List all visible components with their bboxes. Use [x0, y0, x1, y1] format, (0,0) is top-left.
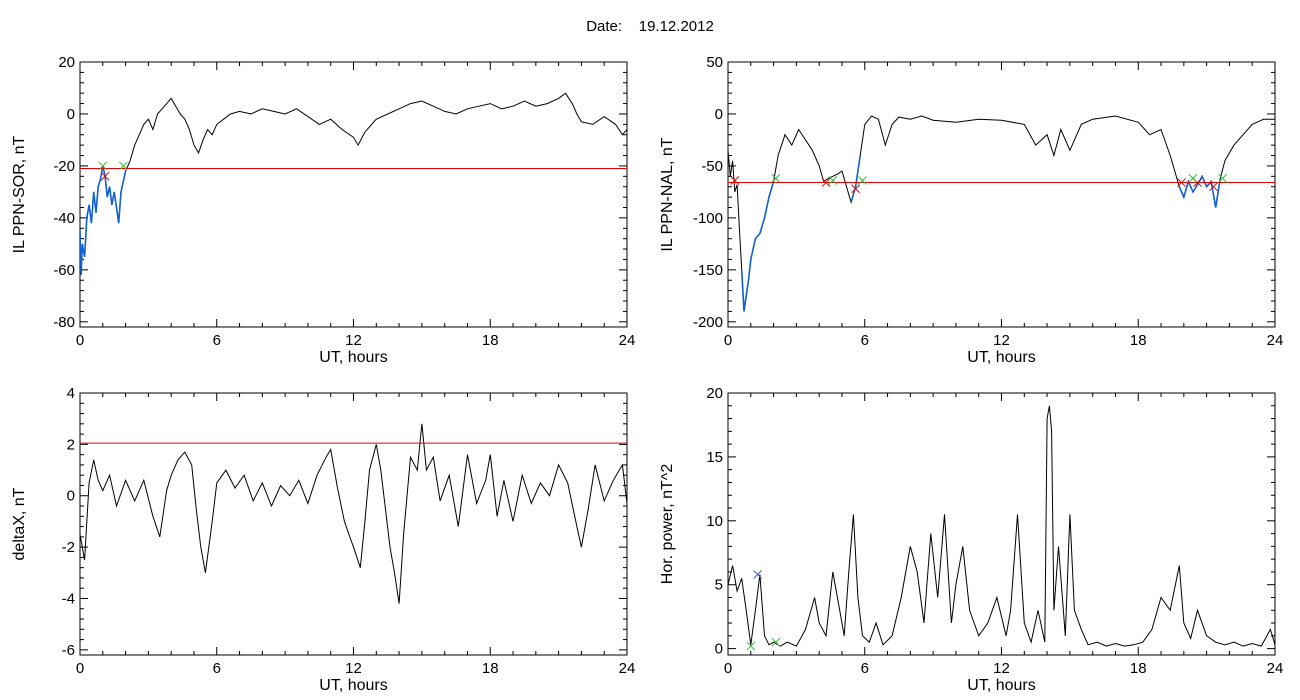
series-line: [728, 405, 1275, 647]
y-axis-label: IL PPN-NAL, nT: [659, 137, 676, 251]
x-tick-label: 12: [993, 332, 1010, 349]
x-tick-label: 24: [619, 332, 636, 349]
chart-panel-1: 0 6 12 18 24 -80 -60 -40 -20 0 20 UT, hours IL PPN-S…: [11, 54, 635, 366]
x-tick-label: 12: [993, 660, 1010, 677]
x-tick-label: 0: [76, 660, 84, 677]
x-marker: [771, 637, 781, 647]
y-tick-label: -150: [693, 262, 723, 279]
y-tick-label: 0: [67, 106, 75, 123]
highlight-segment: [740, 181, 775, 312]
x-axis-label: UT, hours: [967, 349, 1035, 366]
y-tick-label: -40: [53, 210, 75, 227]
y-tick-label: -4: [62, 590, 75, 607]
x-axis-label: UT, hours: [319, 677, 387, 694]
y-tick-label: -6: [62, 642, 75, 659]
x-axis-label: UT, hours: [319, 349, 387, 366]
y-tick-label: -80: [53, 314, 75, 331]
y-tick-label: -2: [62, 539, 75, 556]
x-marker: [98, 161, 108, 171]
x-marker: [100, 171, 110, 181]
x-marker: [821, 178, 831, 187]
x-tick-label: 0: [724, 660, 732, 677]
date-label: Date:: [586, 18, 623, 35]
x-marker: [1218, 174, 1227, 183]
plot-area: [728, 405, 1275, 651]
plot-frame: [727, 61, 1276, 328]
y-tick-label: 2: [67, 436, 75, 453]
x-tick-label: 18: [482, 660, 499, 677]
x-marker: [753, 570, 762, 579]
y-tick-label: 20: [706, 385, 723, 402]
highlight-segment: [80, 165, 127, 276]
x-tick-label: 6: [861, 660, 869, 677]
plot-frame: [79, 61, 628, 328]
x-tick-label: 24: [1267, 660, 1284, 677]
series-line: [80, 92, 627, 276]
x-tick-label: 18: [1130, 660, 1147, 677]
x-tick-label: 6: [213, 332, 221, 349]
series-line: [80, 423, 627, 604]
x-tick-label: 6: [213, 660, 221, 677]
chart-panel-2: 0 6 12 18 24 -200 -150 -100 -50 0 50 UT, hours IL PP…: [659, 54, 1283, 366]
y-tick-label: 4: [67, 385, 75, 402]
x-tick-label: 24: [619, 660, 636, 677]
x-marker: [118, 161, 128, 171]
x-marker: [851, 184, 860, 194]
y-tick-label: -200: [693, 314, 723, 331]
y-tick-label: -20: [53, 158, 75, 175]
y-tick-label: 5: [715, 577, 723, 594]
plot-area: [80, 92, 627, 276]
y-tick-label: -50: [701, 158, 723, 175]
y-tick-label: 20: [58, 54, 75, 71]
x-tick-label: 12: [345, 332, 362, 349]
x-marker: [771, 174, 781, 183]
x-tick-label: 0: [76, 332, 84, 349]
highlight-segment: [850, 155, 861, 203]
highlight-segment: [1178, 174, 1222, 208]
date-value: 19.12.2012: [638, 18, 714, 35]
x-tick-label: 6: [861, 332, 869, 349]
y-axis-label: deltaX, nT: [11, 487, 28, 560]
y-axis-label: IL PPN-SOR, nT: [11, 135, 28, 253]
plot-area: [728, 115, 1275, 312]
x-marker: [828, 176, 838, 185]
x-marker: [1188, 174, 1198, 183]
x-tick-label: 24: [1267, 332, 1284, 349]
x-axis-label: UT, hours: [967, 677, 1035, 694]
x-tick-label: 0: [724, 332, 732, 349]
x-marker: [746, 641, 756, 651]
x-marker: [858, 176, 867, 185]
y-tick-label: 10: [706, 513, 723, 530]
y-tick-label: 50: [706, 54, 723, 71]
y-tick-label: 0: [67, 488, 75, 505]
y-tick-label: 15: [706, 449, 723, 466]
x-tick-label: 12: [345, 660, 362, 677]
series-line: [728, 115, 1275, 312]
y-tick-label: 0: [715, 641, 723, 658]
x-marker: [1177, 178, 1186, 187]
x-marker: [1209, 182, 1218, 192]
plot-area: [80, 423, 627, 604]
page-title: Date: 19.12.2012: [0, 18, 1300, 35]
x-tick-label: 18: [482, 332, 499, 349]
chart-panel-4: 0 6 12 18 24 0 5 10 15 20 UT, hours Hor. power, nT^…: [659, 385, 1283, 694]
y-tick-label: 0: [715, 106, 723, 123]
y-axis-label: Hor. power, nT^2: [659, 464, 676, 585]
y-tick-label: -60: [53, 262, 75, 279]
y-tick-label: -100: [693, 210, 723, 227]
x-tick-label: 18: [1130, 332, 1147, 349]
x-marker: [730, 176, 740, 185]
